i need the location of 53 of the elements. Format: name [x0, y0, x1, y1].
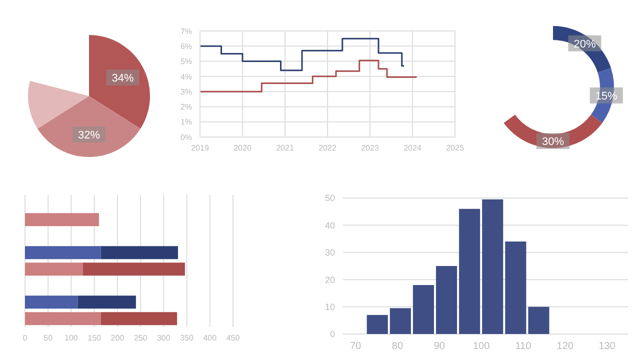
y-tick-label: 3%	[180, 87, 192, 96]
x-tick-label: 2025	[446, 144, 464, 153]
data-label: 34%	[112, 72, 134, 84]
y-tick-label: 40	[324, 220, 335, 230]
y-tick-label: 6%	[180, 42, 192, 51]
data-label: 20%	[574, 38, 596, 50]
y-tick-label: 7%	[180, 26, 192, 36]
x-tick-label: 250	[134, 334, 148, 343]
x-tick-label: 300	[156, 334, 171, 343]
y-tick-label: 50	[324, 193, 335, 204]
pie-slice	[89, 35, 150, 129]
y-tick-label: 10	[324, 302, 335, 312]
x-tick-label: 350	[180, 334, 194, 343]
data-label: 32%	[78, 130, 100, 142]
pie-slice	[37, 96, 141, 157]
bar	[100, 312, 178, 326]
x-tick-label: 120	[556, 341, 574, 352]
y-tick-label: 1%	[180, 118, 192, 127]
x-tick-label: 90	[434, 341, 446, 352]
y-tick-label: 2%	[180, 102, 192, 112]
x-tick-label: 100	[64, 334, 78, 343]
bar	[82, 262, 185, 276]
bar	[25, 262, 83, 276]
y-tick-label: 4%	[180, 72, 192, 82]
x-tick-label: 2020	[234, 144, 252, 153]
pie-slice	[28, 80, 89, 129]
x-tick-label: 2021	[276, 144, 294, 153]
x-tick-label: 200	[110, 334, 125, 343]
y-tick-label: 30	[324, 248, 335, 258]
x-tick-label: 150	[88, 334, 102, 343]
x-tick-label: 2022	[318, 144, 337, 153]
x-tick-label: 80	[392, 341, 404, 352]
bar	[25, 296, 78, 309]
x-tick-label: 400	[203, 334, 218, 343]
x-tick-label: 2024	[404, 144, 422, 153]
bar	[25, 213, 99, 226]
x-tick-label: 130	[598, 341, 616, 352]
bar	[25, 246, 101, 260]
bar	[100, 246, 178, 260]
bar	[25, 312, 101, 326]
bar	[78, 296, 136, 309]
x-tick-label: 0	[22, 334, 28, 343]
x-tick-label: 2023	[361, 144, 380, 153]
x-tick-label: 2019	[191, 144, 210, 153]
y-tick-label: 0%	[180, 132, 192, 142]
y-tick-label: 20	[324, 274, 335, 285]
x-tick-label: 70	[350, 341, 362, 352]
x-tick-label: 50	[44, 334, 54, 343]
y-tick-label: 5%	[180, 57, 192, 66]
x-tick-label: 100	[472, 341, 490, 352]
x-tick-label: 110	[515, 341, 532, 352]
x-tick-label: 450	[226, 334, 240, 343]
data-label: 30%	[542, 136, 564, 148]
